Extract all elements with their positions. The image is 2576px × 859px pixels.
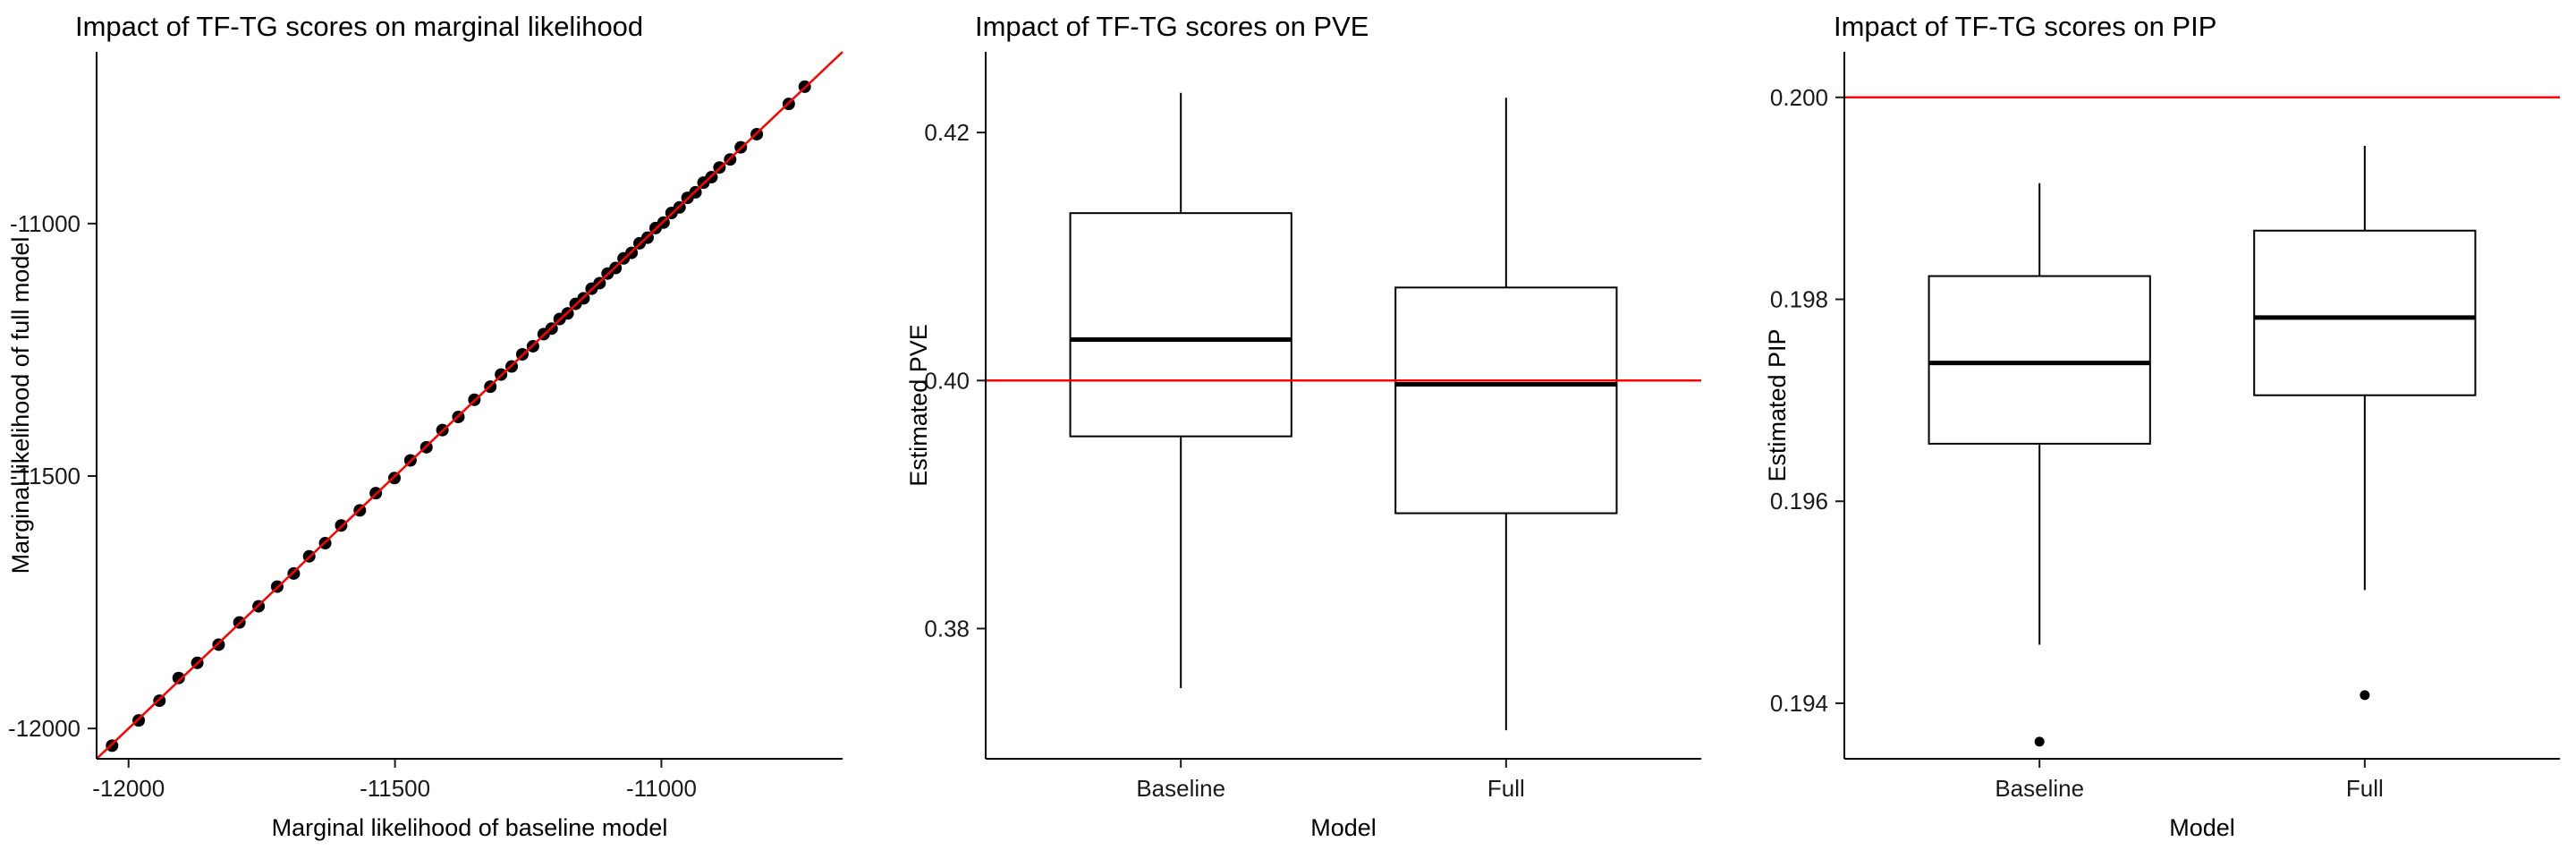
iqr-box	[1394, 286, 1618, 515]
boxplot-full	[2253, 145, 2477, 701]
boxplot-baseline	[1069, 92, 1292, 688]
y-tick-label: 0.42	[924, 119, 970, 146]
chart-title: Impact of TF-TG scores on PIP	[1834, 11, 2216, 42]
y-tick-label: -12000	[8, 715, 80, 742]
iqr-box	[1069, 212, 1292, 438]
y-tick-label: -11500	[10, 463, 80, 489]
y-tick-label: 0.200	[1770, 84, 1828, 111]
y-axis-title: Estimated PVE	[905, 324, 932, 487]
scatter-panel-marginal-likelihood: Impact of TF-TG scores on marginal likel…	[7, 11, 843, 841]
boxplot-full	[1394, 98, 1618, 731]
y-axis-title: Marginal likelihood of full model	[7, 237, 34, 574]
boxplot-panel-pip: Impact of TF-TG scores on PIP 0.194 0.196 0…	[1764, 11, 2560, 841]
x-category-label: Baseline	[1136, 775, 1225, 802]
x-tick-label: -11500	[360, 775, 430, 802]
x-axis-title: Marginal likelihood of baseline model	[272, 814, 668, 841]
iqr-box	[1928, 275, 2151, 445]
boxplot-panel-pve: Impact of TF-TG scores on PVE 0.38 0.40 0.4…	[905, 11, 1701, 841]
x-axis-title: Model	[1310, 814, 1377, 841]
y-tick-label: 0.198	[1770, 286, 1828, 313]
x-axis-title: Model	[2169, 814, 2235, 841]
x-category-label: Full	[1487, 775, 1525, 802]
iqr-box	[2253, 229, 2477, 396]
x-tick-label: -12000	[92, 775, 165, 802]
chart-title: Impact of TF-TG scores on PVE	[975, 11, 1368, 42]
y-tick-label: 0.196	[1770, 488, 1828, 515]
x-category-label: Baseline	[1995, 775, 2084, 802]
y-tick-label: 0.38	[924, 615, 970, 642]
outlier-point	[2034, 736, 2045, 747]
boxplot-baseline	[1928, 183, 2151, 747]
identity-reference-line	[96, 51, 843, 760]
chart-title: Impact of TF-TG scores on marginal likel…	[75, 11, 643, 42]
outlier-point	[2360, 690, 2370, 701]
x-tick-label: -11000	[626, 775, 697, 802]
y-tick-label: 0.40	[924, 367, 970, 394]
data-point	[172, 671, 185, 685]
y-tick-label: 0.194	[1770, 690, 1828, 717]
y-tick-label: -11000	[10, 210, 80, 237]
x-category-label: Full	[2346, 775, 2384, 802]
y-axis-title: Estimated PIP	[1764, 328, 1791, 481]
